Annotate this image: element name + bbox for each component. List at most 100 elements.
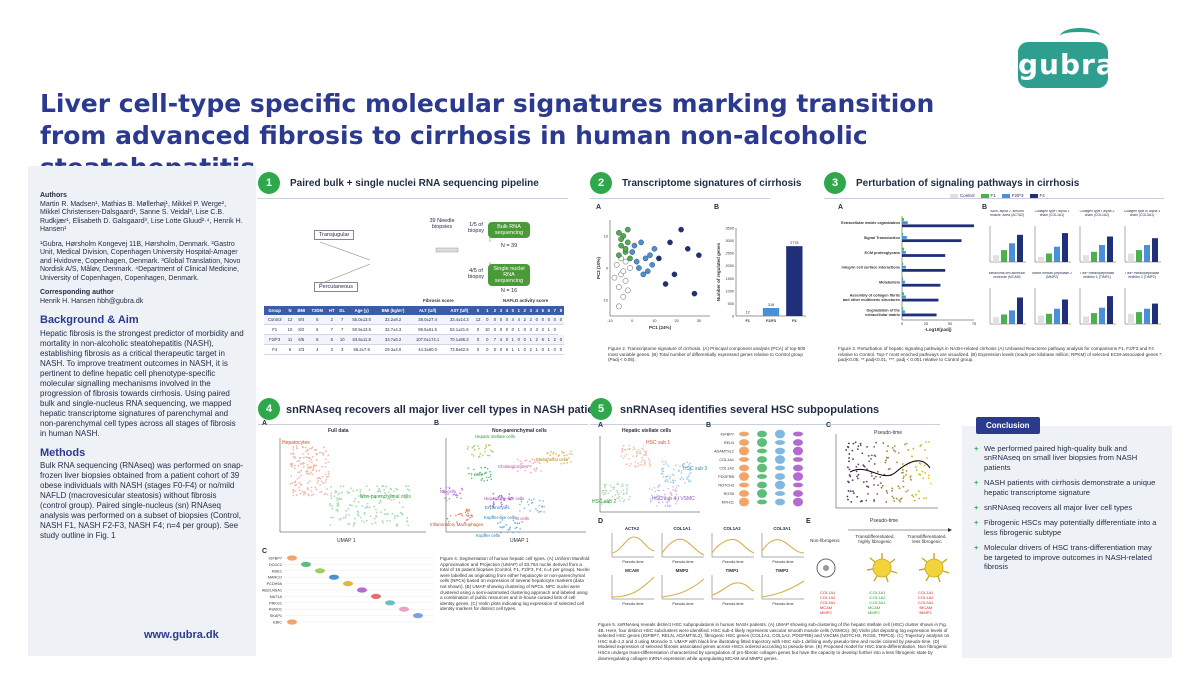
trajectory-point: [865, 480, 868, 483]
umap-point-cluster: [528, 498, 530, 501]
label-hepatocytes: Hepatocytes: [282, 440, 310, 446]
umap-point-cluster: [467, 512, 469, 515]
umap-point-cluster: [508, 497, 510, 500]
trajectory-gene-curve: Pseudo-time: [661, 533, 705, 564]
hsc-umap-point: [682, 478, 685, 480]
website-link[interactable]: www.gubra.dk: [144, 629, 219, 641]
umap-point-npc: [360, 495, 363, 498]
table-header-cell: BMI (kg/m²): [375, 306, 411, 315]
hsc-umap-point: [609, 490, 612, 492]
model-genes-down: COL1A1 COL1A2 COL3A1 MCAM MMP2: [820, 590, 836, 615]
cell-marker-violin-plot: IGFBP7 DCDC2 MSE1 MARCO PCDH9A STAB2/LNSA1 MAT…: [262, 555, 434, 625]
trajectory-point: [846, 445, 849, 448]
background-heading: Background & Aim: [40, 314, 139, 326]
umap-point-hepatocyte: [324, 492, 327, 495]
umap-point-npc: [393, 517, 396, 519]
umap-point-npc: [391, 496, 394, 499]
hsc-umap-point: [669, 491, 672, 494]
umap-point-cluster: [530, 499, 533, 502]
trajectory-point: [870, 475, 873, 477]
trajectory-point: [898, 487, 901, 490]
umap-point-cluster: [499, 498, 502, 501]
umap-point-hepatocyte: [300, 474, 302, 477]
umap-point-hepatocyte: [314, 486, 317, 489]
umap-point-hepatocyte: [301, 453, 304, 455]
umap-point-npc: [388, 519, 391, 522]
umap-point-hepatocyte: [310, 459, 313, 461]
gene-bar: [1009, 243, 1015, 262]
gene-panel-title: TIMP metallopeptidase inhibitor 2 (TIMP2…: [1124, 272, 1160, 279]
umap-point-hepatocyte: [305, 472, 308, 475]
umap-point-cluster: [526, 501, 529, 503]
umap-point-hepatocyte: [310, 494, 313, 497]
hsc-umap-point: [688, 464, 690, 466]
table-cell: F1: [264, 324, 286, 335]
trajectory-point: [865, 485, 868, 488]
umap-point-cluster: [445, 499, 448, 502]
pathway-bar: [902, 262, 903, 266]
umap-point-cluster: [455, 494, 457, 497]
umap-point-npc: [330, 494, 332, 497]
trajectory-point: [880, 486, 883, 489]
umap-point-cluster: [444, 497, 446, 499]
table-cell: 0: [497, 344, 504, 355]
umap-point-cluster: [490, 478, 492, 481]
trajectory-gene-line: [761, 580, 805, 598]
trajectory-gene-title: MCAM: [625, 568, 639, 573]
umap-point-cluster: [508, 493, 511, 495]
pca-point: [647, 252, 653, 259]
umap-point-cluster: [481, 477, 484, 480]
umap-point-cluster: [501, 526, 503, 529]
hsc-umap-point: [622, 444, 625, 447]
gene-panel-title: TIMP metallopeptidase inhibitor 1 (TIMP1…: [1079, 272, 1115, 279]
umap-point-cluster: [471, 514, 473, 517]
umap-point-npc: [368, 506, 371, 509]
umap-point-hepatocyte: [293, 467, 296, 470]
trajectory-point: [924, 471, 927, 474]
table-cell: 0: [491, 344, 498, 355]
gene-mini-bar-chart: [1079, 288, 1116, 325]
trajectory-point: [912, 447, 915, 450]
umap-point-npc: [340, 498, 343, 501]
pca-point: [624, 287, 631, 294]
hsc-violin-shape: [739, 457, 749, 462]
pca-point: [662, 281, 669, 287]
hsc-umap-point: [635, 452, 638, 454]
trajectory-point: [851, 479, 854, 482]
table-cell: 0: [557, 315, 564, 325]
umap-point-cluster: [515, 526, 518, 529]
section-5-divider: [590, 424, 940, 425]
gene-bar: [1046, 253, 1052, 262]
panel-5e-letter: E: [806, 518, 811, 525]
hsc-umap-plot: [599, 436, 700, 513]
umap-point-hepatocyte: [298, 489, 301, 492]
pathway-bar: [902, 268, 946, 272]
umap-point-npc: [368, 488, 371, 491]
hsc-umap-point: [663, 498, 666, 500]
umap-point-cluster: [464, 521, 466, 524]
hsc-umap-point: [683, 462, 686, 465]
umap-point-cluster: [542, 500, 544, 502]
trajectory-point: [905, 470, 908, 472]
hsc-umap-point: [667, 487, 670, 490]
hsc-umap-point: [626, 487, 628, 489]
model-highly-fibrogenic: Transdifferentiated, highly fibrogenic: [855, 534, 895, 544]
hsc-umap-point: [669, 493, 672, 495]
hsc-umap-point: [622, 489, 625, 492]
npc-cluster-label: Inflammatory Macrophages: [430, 522, 484, 527]
table-cell: 7: [326, 324, 337, 335]
hsc-umap-point: [677, 498, 680, 500]
umap-point-cluster: [546, 460, 548, 462]
umap-point-hepatocyte: [290, 452, 292, 455]
violin-gene-label: IGFBP7: [268, 557, 282, 561]
table-header-cell: 5: [539, 306, 546, 315]
umap-point-cluster: [490, 473, 492, 476]
table-cell: 0: [539, 315, 546, 325]
table-cell: 0: [497, 324, 504, 335]
trajectory-point: [894, 450, 897, 453]
umap-point-hepatocyte: [294, 484, 296, 487]
hsc-umap-point: [634, 461, 637, 463]
table-header-cell: 6: [545, 306, 552, 315]
umap-point-hepatocyte: [308, 447, 311, 450]
umap-point-cluster: [473, 444, 476, 447]
